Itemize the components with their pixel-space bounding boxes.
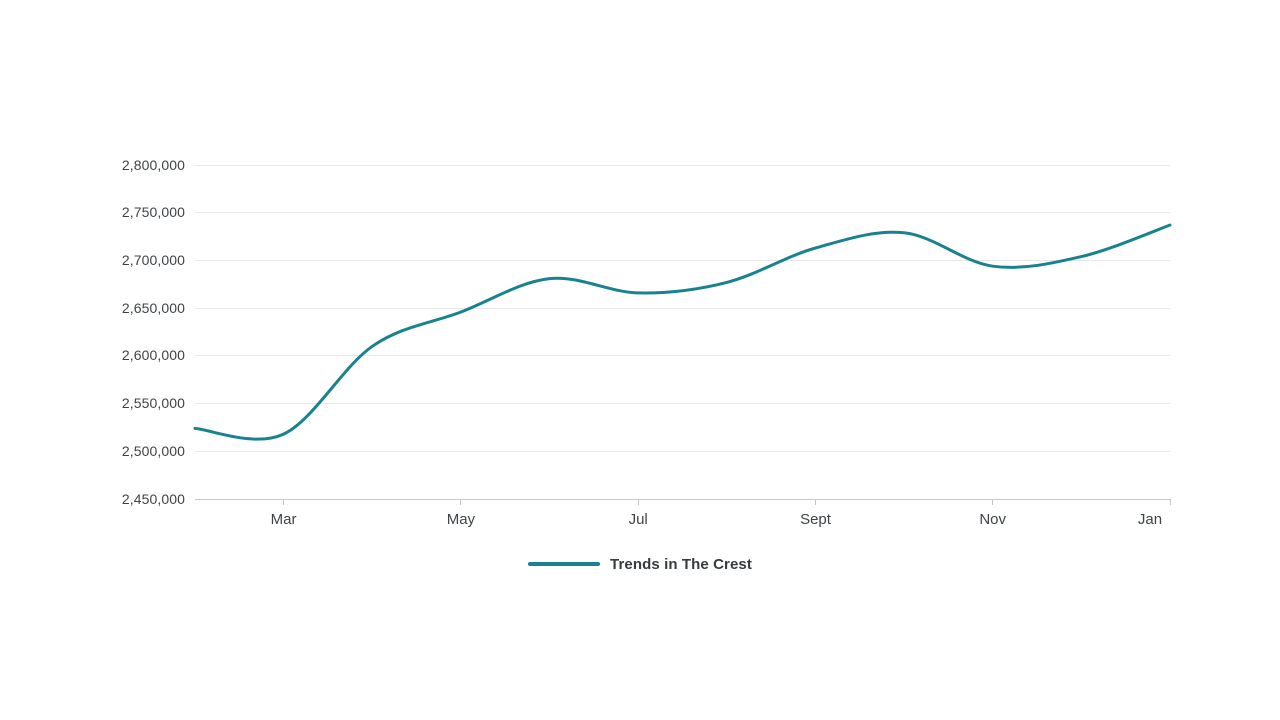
gridline (195, 403, 1170, 405)
gridline (195, 307, 1170, 309)
gridline (195, 259, 1170, 261)
x-axis-tick-label: May (446, 511, 476, 528)
y-axis-tick-label: 2,500,000 (121, 442, 185, 459)
x-axis-tick (1169, 499, 1171, 505)
x-axis-tick-label: Sept (800, 511, 831, 528)
x-axis-tick (460, 499, 462, 505)
trend-line[interactable] (193, 223, 1172, 441)
legend-label: Trends in The Crest (610, 555, 752, 573)
x-axis-line (195, 498, 1170, 500)
gridline (195, 450, 1170, 452)
y-axis-tick-label: 2,550,000 (121, 395, 185, 412)
x-axis-tick-label: Jan (1137, 511, 1163, 528)
gridline (195, 164, 1170, 166)
y-axis-tick-label: 2,600,000 (121, 347, 185, 364)
y-axis-tick-label: 2,750,000 (121, 204, 185, 221)
x-axis-tick-label: Mar (270, 511, 297, 528)
x-axis-tick (283, 499, 285, 505)
gridline (195, 212, 1170, 214)
x-axis-tick-label: Nov (979, 511, 1007, 528)
y-axis-tick-label: 2,800,000 (121, 156, 185, 173)
y-axis-tick-label: 2,650,000 (121, 299, 185, 316)
y-axis-tick-label: 2,450,000 (121, 490, 185, 507)
y-axis-tick-label: 2,700,000 (121, 251, 185, 268)
x-axis-tick-label: Jul (628, 511, 648, 528)
x-axis-tick (637, 499, 639, 505)
x-axis-tick (815, 499, 816, 505)
legend-item[interactable]: Trends in The Crest (0, 554, 1280, 574)
gridline (195, 355, 1170, 357)
legend-line-swatch (528, 562, 601, 566)
x-axis-tick (992, 499, 994, 505)
